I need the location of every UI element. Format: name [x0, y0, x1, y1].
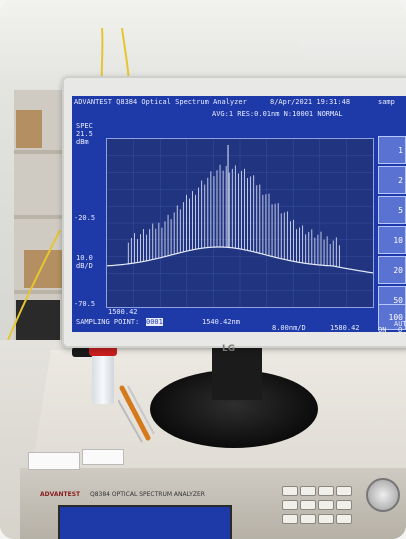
shelf-board [14, 150, 74, 154]
osa-header-right: samp [378, 98, 395, 106]
y-label-spec: SPEC [76, 122, 93, 130]
panel-key[interactable] [300, 514, 316, 524]
y-ref-value: 10.0 [76, 254, 93, 262]
spectrum-plot [106, 138, 374, 308]
x-span-label: 8.00nm/D [272, 324, 306, 332]
panel-key[interactable] [282, 486, 298, 496]
shelf-board [14, 290, 74, 294]
panel-key[interactable] [336, 500, 352, 510]
panel-key[interactable] [336, 514, 352, 524]
osa-status-line: AVG:1 RES:0.01nm N:10001 NORMAL [212, 110, 343, 118]
rotary-knob[interactable] [366, 478, 400, 512]
instrument-model: Q8384 OPTICAL SPECTRUM ANALYZER [90, 491, 205, 498]
softkey-5[interactable]: 5 [378, 196, 406, 224]
y-top-unit: dBm [76, 138, 89, 146]
instrument-screen [58, 505, 232, 539]
x-right-label: 1580.42 [330, 324, 360, 332]
instrument-brand: ADVANTEST [40, 491, 81, 498]
panel-key[interactable] [282, 500, 298, 510]
barcode-label [82, 449, 124, 465]
y-mid-value: -20.5 [74, 214, 96, 222]
osa-header-date: 8/Apr/2021 19:31:48 [270, 98, 351, 106]
panel-key[interactable] [318, 486, 334, 496]
osa-screen: ADVANTEST Q8384 Optical Spectrum Analyze… [72, 96, 406, 332]
softkey-1[interactable]: 1 [378, 136, 406, 164]
panel-key[interactable] [318, 500, 334, 510]
osa-header-title: ADVANTEST Q8384 Optical Spectrum Analyze… [74, 98, 247, 106]
on-label: ON [378, 326, 387, 332]
noise-floor-trace [106, 246, 374, 274]
cardboard-box [24, 250, 64, 288]
softkey-10[interactable]: 10 [378, 226, 406, 254]
y-ref-unit: dB/D [76, 262, 93, 270]
panel-key[interactable] [300, 500, 316, 510]
panel-key[interactable] [282, 514, 298, 524]
x-center-label: 1540.42nm [202, 318, 240, 326]
lg-logo: LG [222, 344, 236, 354]
sample-container [92, 344, 114, 404]
sampling-point-label: SAMPLING POINT: [76, 318, 140, 326]
softkey-100[interactable]: 100 [378, 304, 406, 330]
sampling-point-value[interactable]: 0001 [146, 318, 163, 326]
panel-key[interactable] [318, 514, 334, 524]
softkey-column: 1 2 5 10 20 50 [378, 136, 406, 316]
panel-key[interactable] [300, 486, 316, 496]
auto-label: AUT [394, 320, 406, 328]
y-top-value: 21.5 [76, 130, 93, 138]
yellow-fiber-cable [3, 230, 61, 350]
x-left-label: 1500.42 [108, 308, 138, 316]
softkey-20[interactable]: 20 [378, 256, 406, 284]
panel-key[interactable] [336, 486, 352, 496]
black-cap [72, 347, 94, 357]
spectrum-trace [106, 139, 374, 307]
softkey-2[interactable]: 2 [378, 166, 406, 194]
y-bottom-value: -70.5 [74, 300, 96, 308]
shelf-board [14, 215, 74, 219]
off-label: O [398, 326, 403, 332]
cardboard-box [16, 110, 42, 148]
monitor-stand-neck [212, 340, 262, 400]
tweezers-and-tools [118, 385, 155, 443]
barcode-label [28, 452, 80, 470]
